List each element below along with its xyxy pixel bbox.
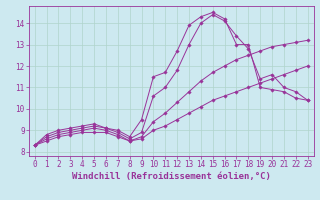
X-axis label: Windchill (Refroidissement éolien,°C): Windchill (Refroidissement éolien,°C)	[72, 172, 271, 181]
